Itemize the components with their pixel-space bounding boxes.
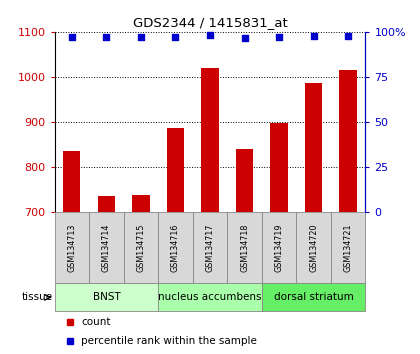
Bar [158, 284, 262, 311]
Bar [270, 122, 288, 212]
Text: GSM134716: GSM134716 [171, 223, 180, 272]
Point [68, 34, 75, 40]
Text: GSM134721: GSM134721 [344, 223, 353, 272]
Bar [227, 212, 262, 284]
Text: tissue: tissue [22, 292, 53, 302]
Bar [55, 284, 158, 311]
Text: dorsal striatum: dorsal striatum [274, 292, 354, 302]
Text: GSM134713: GSM134713 [67, 223, 76, 272]
Bar [193, 212, 227, 284]
Bar [297, 212, 331, 284]
Bar [236, 149, 253, 212]
Point [172, 34, 179, 40]
Point [276, 34, 282, 40]
Point [103, 34, 110, 40]
Text: GSM134717: GSM134717 [205, 223, 215, 272]
Text: GSM134719: GSM134719 [275, 223, 284, 272]
Text: GSM134720: GSM134720 [309, 223, 318, 272]
Text: BNST: BNST [92, 292, 120, 302]
Bar [132, 194, 150, 212]
Bar [262, 212, 297, 284]
Point [241, 35, 248, 41]
Point [310, 34, 317, 39]
Bar [158, 212, 193, 284]
Bar [55, 212, 89, 284]
Point [207, 33, 213, 38]
Bar [98, 196, 115, 212]
Bar [339, 70, 357, 212]
Bar [331, 212, 365, 284]
Bar [262, 284, 365, 311]
Title: GDS2344 / 1415831_at: GDS2344 / 1415831_at [133, 16, 287, 29]
Text: nucleus accumbens: nucleus accumbens [158, 292, 262, 302]
Text: GSM134718: GSM134718 [240, 223, 249, 272]
Bar [305, 82, 322, 212]
Point [138, 34, 144, 40]
Text: count: count [81, 317, 110, 327]
Text: GSM134715: GSM134715 [136, 223, 145, 272]
Bar [201, 68, 219, 212]
Point [345, 34, 352, 39]
Bar [89, 212, 123, 284]
Bar [167, 129, 184, 212]
Text: percentile rank within the sample: percentile rank within the sample [81, 336, 257, 346]
Text: GSM134714: GSM134714 [102, 223, 111, 272]
Bar [123, 212, 158, 284]
Bar [63, 151, 81, 212]
